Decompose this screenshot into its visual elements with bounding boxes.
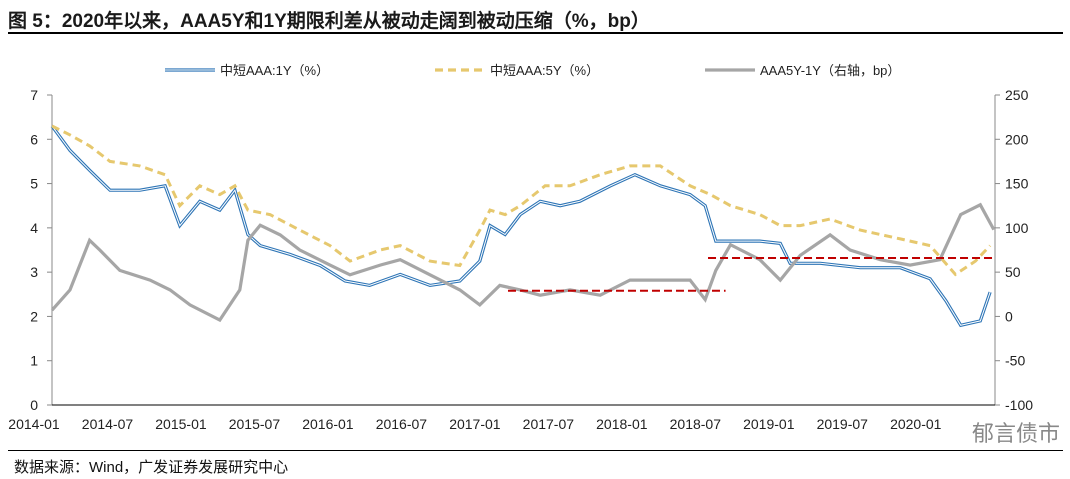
legend-label: AAA5Y-1Y（右轴，bp） (760, 63, 900, 78)
y-left-tick-label: 6 (30, 131, 38, 147)
chart: 0 1 2 3 4 5 6 7 -100 -50 0 50 100 150 200 250 2014-01 201… (8, 63, 1033, 432)
chart-title: 图 5：2020年以来，AAA5Y和1Y期限利差从被动走阔到被动压缩（%，bp） (8, 11, 650, 32)
series-line-1y-inner (51, 125, 991, 326)
x-tick-label: 2016-01 (302, 416, 354, 432)
y-left-tick-label: 0 (30, 397, 38, 413)
x-tick-label: 2015-07 (229, 416, 281, 432)
y-right-tick-label: 250 (1005, 87, 1029, 103)
y-left-tick-label: 7 (30, 87, 38, 103)
x-tick-label: 2014-07 (82, 416, 134, 432)
x-tick-label: 2016-07 (376, 416, 428, 432)
x-tick-label: 2015-01 (155, 416, 207, 432)
y-right-tick-label: 200 (1005, 131, 1029, 147)
x-tick-label: 2017-01 (449, 416, 501, 432)
source-divider (8, 450, 1063, 451)
x-tick-label: 2019-01 (743, 416, 795, 432)
legend-label: 中短AAA:5Y（%） (490, 63, 599, 78)
y-right-tick-label: 50 (1005, 264, 1021, 280)
series-line-5y (51, 124, 992, 277)
y-left-tick-label: 5 (30, 176, 38, 192)
x-tick-label: 2018-07 (670, 416, 722, 432)
y-left-tick-label: 3 (30, 264, 38, 280)
y-left-tick-label: 2 (30, 308, 38, 324)
x-tick-label: 2018-01 (596, 416, 648, 432)
x-tick-label: 2017-07 (523, 416, 575, 432)
y-left-tick-label: 4 (30, 220, 38, 236)
y-right-tick-label: -100 (1005, 397, 1033, 413)
title-divider (8, 32, 1063, 34)
y-right-tick-label: -50 (1005, 353, 1025, 369)
y-right-tick-label: 0 (1005, 308, 1013, 324)
x-tick-label: 2020-01 (890, 416, 942, 432)
y-right-tick-label: 100 (1005, 220, 1029, 236)
x-tick-label: 2019-07 (817, 416, 869, 432)
legend-label: 中短AAA:1Y（%） (220, 63, 329, 78)
watermark: 郁言债市 (972, 422, 1061, 447)
y-left-tick-label: 1 (30, 353, 38, 369)
source-note: 数据来源：Wind，广发证券发展研究中心 (14, 459, 289, 476)
x-tick-label: 2014-01 (8, 416, 60, 432)
series-line-spread (50, 202, 996, 323)
y-right-tick-label: 150 (1005, 176, 1029, 192)
